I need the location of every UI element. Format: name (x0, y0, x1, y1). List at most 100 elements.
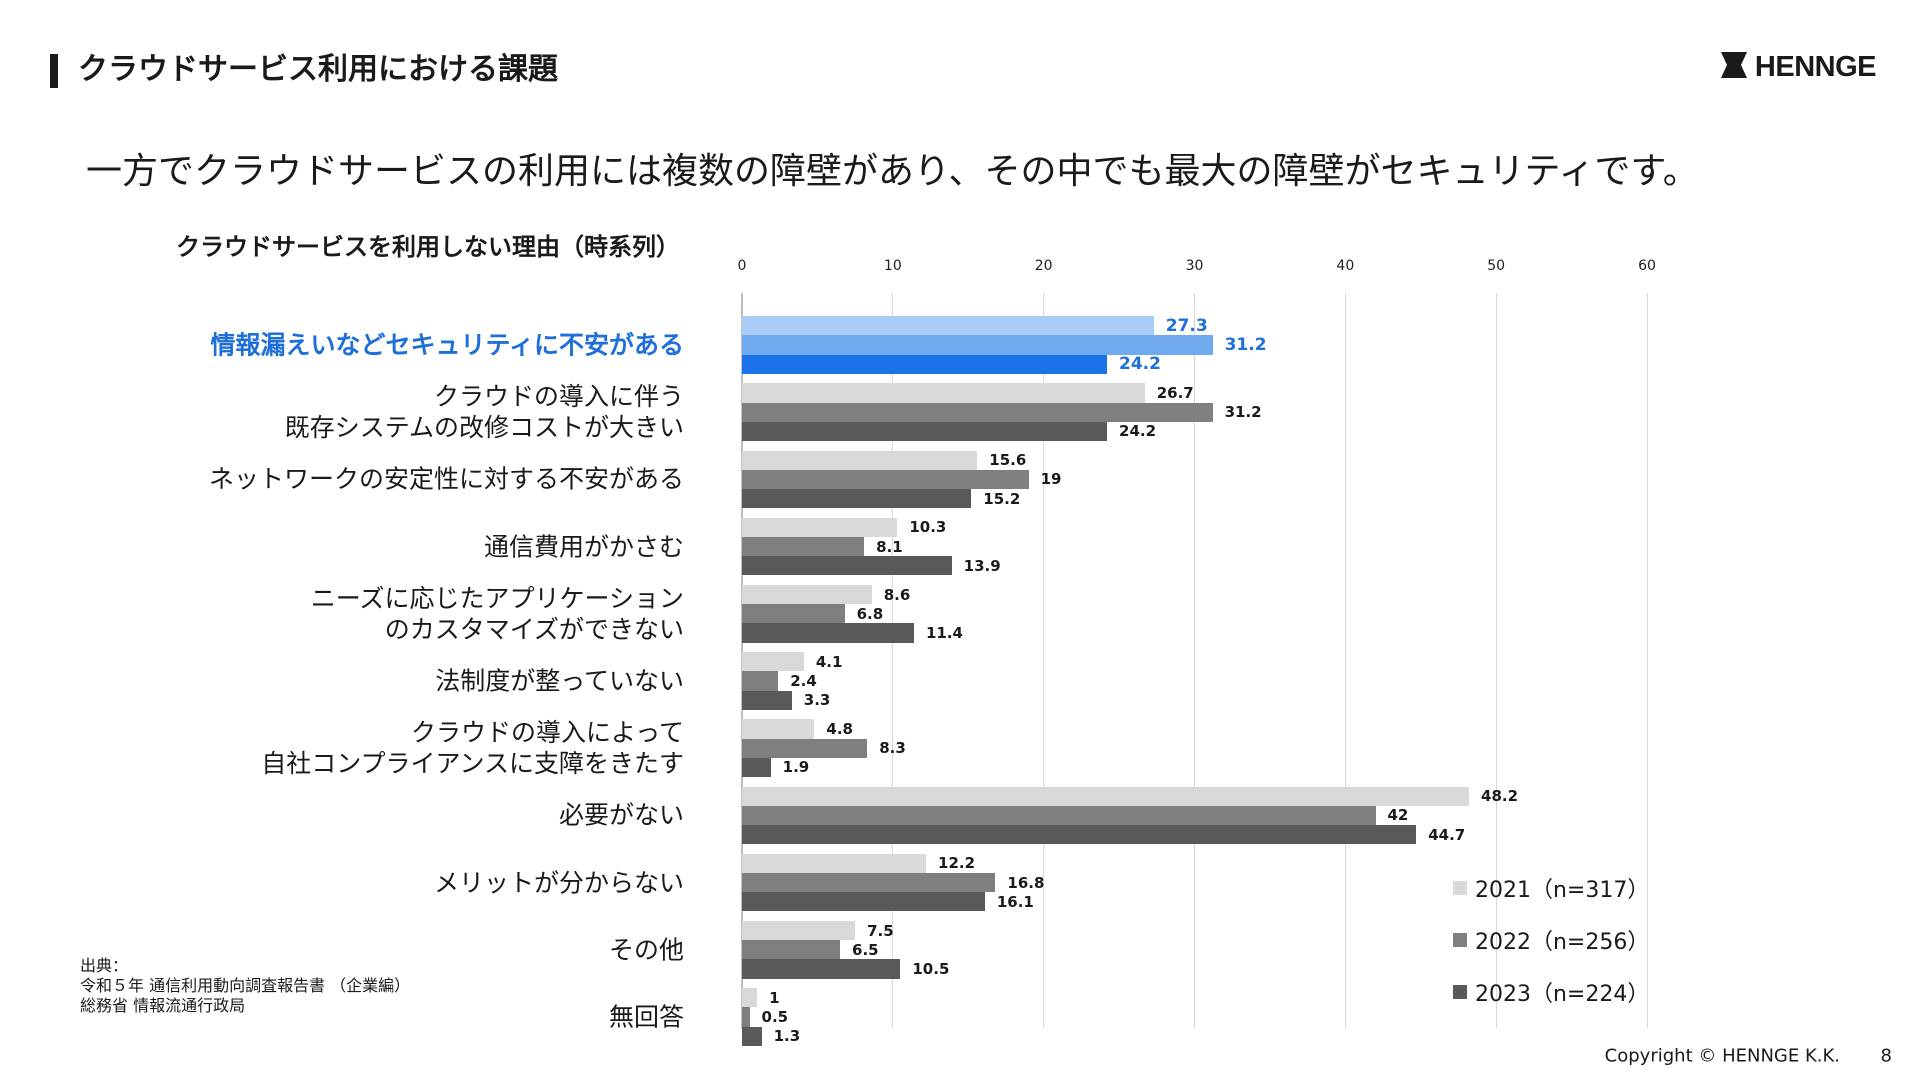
y-axis-line (741, 293, 743, 1028)
category-label-line: ネットワークの安定性に対する不安がある (208, 464, 684, 494)
category-label-line: 既存システムの改修コストが大きい (284, 413, 684, 443)
category-label: 法制度が整っていない (435, 666, 684, 697)
source-report: 令和５年 通信利用動向調査報告書 （企業編） (80, 976, 411, 995)
x-tick-label: 30 (1185, 258, 1204, 274)
category-label: その他 (609, 934, 684, 965)
legend-item: 2022（n=256） (1453, 914, 1649, 966)
legend-item: 2021（n=317） (1453, 862, 1649, 914)
legend-label: 2021（n=317） (1475, 878, 1650, 903)
bar (742, 402, 1213, 422)
x-tick-label: 60 (1638, 258, 1656, 274)
bar (742, 354, 1108, 374)
data-label: 31.2 (1224, 403, 1262, 422)
data-label: 16.1 (996, 892, 1034, 911)
source-note: 出典： 令和５年 通信利用動向調査報告書 （企業編） 総務省 情報流通行政局 (80, 956, 410, 1016)
category-label-line: クラウドの導入に伴う (433, 382, 684, 412)
gridline (1194, 293, 1195, 1028)
category-label: メリットが分からない (434, 867, 684, 898)
logo-text: HENNGE (1754, 50, 1877, 83)
bar (742, 335, 1213, 355)
category-label: ニーズに応じたアプリケーション のカスタマイズができない (311, 583, 684, 645)
data-label: 3.3 (803, 691, 831, 710)
legend-swatch (1453, 933, 1467, 947)
slide-subtitle: 一方でクラウドサービスの利用には複数の障壁があり、その中でも最大の障壁がセキュリ… (86, 151, 1699, 192)
x-tick-label: 40 (1336, 258, 1355, 274)
data-label: 42 (1387, 806, 1409, 825)
data-label: 4.8 (826, 720, 853, 738)
bar (742, 450, 978, 470)
category-label-line: クラウドの導入によって (410, 718, 684, 748)
bar (742, 988, 758, 1008)
data-label: 15.2 (983, 489, 1021, 508)
data-label: 8.6 (883, 585, 911, 604)
bar (742, 316, 1154, 336)
bar (742, 892, 985, 912)
data-label: 11.4 (925, 624, 963, 642)
bar (742, 757, 771, 777)
x-tick-label: 10 (883, 258, 902, 274)
chart-legend: 2021（n=317） 2022（n=256） 2023（n=224） (1453, 862, 1649, 1018)
x-tick-label: 0 (737, 258, 747, 274)
category-label: 必要がない (559, 800, 684, 831)
bar (742, 853, 927, 873)
data-label: 4.1 (815, 652, 843, 671)
copyright: Copyright © HENNGE K.K. (1604, 1045, 1840, 1067)
category-label-line: ニーズに応じたアプリケーション (310, 583, 684, 613)
bar (742, 671, 779, 691)
bar (742, 585, 872, 605)
bar (742, 469, 1029, 489)
category-label: クラウドの導入に伴う 既存システムの改修コストが大きい (285, 381, 684, 443)
data-label: 24.2 (1119, 354, 1161, 375)
category-label-line: 通信費用がかさむ (483, 532, 684, 562)
data-label: 48.2 (1481, 787, 1519, 806)
category-label-line: 自社コンプライアンスに支障をきたす (261, 749, 684, 779)
x-tick-label: 50 (1487, 258, 1506, 274)
data-label: 24.2 (1119, 422, 1157, 441)
bar (742, 959, 901, 979)
category-label-line: メリットが分からない (433, 868, 684, 898)
bar (742, 873, 996, 893)
bar (742, 786, 1470, 806)
category-label-line: 必要がない (558, 800, 684, 830)
data-label: 0.5 (761, 1008, 789, 1026)
data-label: 1.9 (782, 758, 810, 777)
legend-label: 2022（n=256） (1475, 930, 1650, 955)
page-number: 8 (1880, 1045, 1892, 1067)
bar (742, 421, 1108, 441)
data-label: 10.5 (912, 960, 950, 978)
legend-swatch (1453, 881, 1467, 895)
gridline (1495, 293, 1497, 1028)
bar (742, 1026, 762, 1046)
data-label: 2.4 (790, 672, 817, 690)
data-label: 15.6 (989, 451, 1027, 470)
slide-title: クラウドサービス利用における課題 (78, 52, 558, 87)
bar (742, 719, 815, 739)
bar (742, 489, 972, 509)
bar (742, 825, 1417, 845)
data-label: 27.3 (1165, 315, 1208, 336)
source-publisher: 総務省 情報流通行政局 (80, 996, 246, 1015)
category-label-line: のカスタマイズができない (384, 614, 684, 644)
gridline (1646, 293, 1648, 1028)
category-label: 通信費用がかさむ (484, 531, 684, 562)
category-label-line: 無回答 (608, 1002, 684, 1032)
bar (742, 537, 865, 557)
data-label: 7.5 (867, 921, 894, 940)
gridline (1043, 293, 1045, 1028)
data-label: 19 (1040, 470, 1062, 489)
data-label: 26.7 (1156, 384, 1194, 402)
title-accent-bar (50, 54, 58, 88)
category-label: 無回答 (609, 1002, 684, 1033)
data-label: 6.8 (856, 604, 884, 623)
bar (742, 383, 1145, 403)
bar (742, 556, 952, 576)
data-label: 12.2 (938, 854, 976, 873)
data-label: 8.3 (879, 739, 906, 758)
data-label: 6.5 (852, 940, 879, 959)
data-label: 44.7 (1428, 825, 1466, 844)
henngge-logo: HENNGE (1719, 50, 1877, 84)
x-tick-label: 20 (1034, 258, 1053, 274)
source-label: 出典： (80, 956, 129, 975)
category-label-line: 法制度が整っていない (435, 666, 684, 696)
category-label-line: その他 (608, 935, 684, 965)
